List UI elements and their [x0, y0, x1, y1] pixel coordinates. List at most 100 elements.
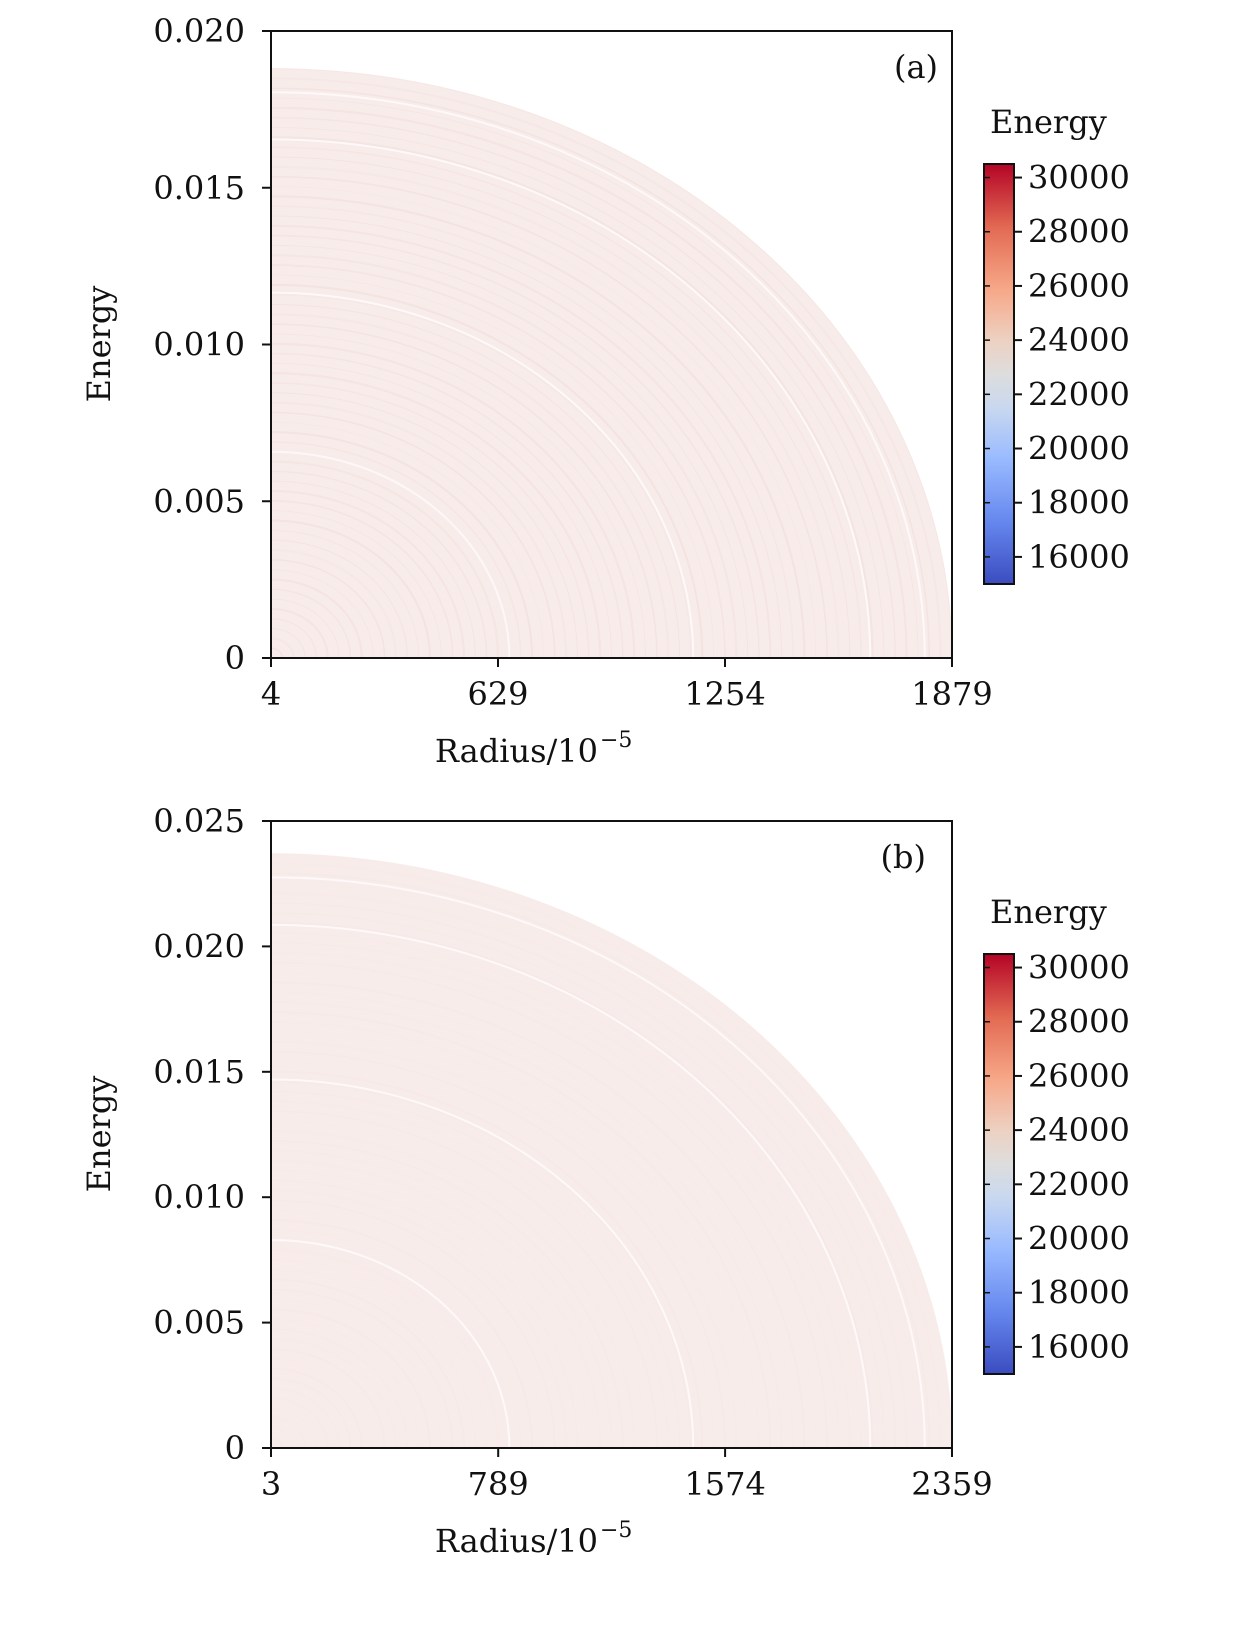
heatmap-ring — [270, 480, 476, 659]
heatmap-ring — [270, 942, 851, 1449]
heatmap-ring — [270, 1061, 715, 1449]
x-tick-label: 3 — [261, 1465, 281, 1503]
heatmap-ring — [270, 1348, 386, 1449]
heatmap-light-ring — [270, 923, 872, 1449]
heatmap-ring — [270, 628, 306, 659]
heatmap-ring — [270, 1050, 726, 1449]
heatmap-ring — [270, 1358, 374, 1449]
heatmap-ring — [270, 607, 329, 659]
y-tick-label: 0 — [225, 639, 245, 677]
heatmap-ring — [270, 529, 420, 659]
heatmap-ring — [270, 1298, 442, 1449]
heatmap-light-ring — [270, 291, 695, 659]
heatmap-light-ring — [270, 876, 926, 1449]
heatmap-ring — [270, 1189, 568, 1449]
heatmap-ring — [270, 185, 817, 659]
heatmap-ring — [270, 116, 897, 659]
heatmap-ring — [270, 548, 397, 659]
y-tick-label: 0.010 — [153, 326, 245, 364]
heatmap-ring — [270, 441, 522, 659]
x-tick-label: 629 — [467, 675, 528, 713]
colorbar-tick-label: 24000 — [1028, 1111, 1130, 1149]
colorbar-tick-label: 28000 — [1028, 213, 1130, 251]
heatmap-ring — [270, 588, 352, 659]
heatmap-ring — [270, 401, 568, 659]
panel-label-a: (a) — [894, 48, 938, 86]
heatmap-ring — [270, 224, 772, 659]
colorbar-tick-label: 22000 — [1028, 1165, 1130, 1203]
heatmap-ring — [270, 411, 556, 659]
heatmap-ring — [270, 1269, 476, 1449]
heatmap-ring — [270, 1129, 636, 1449]
heatmap-ring — [270, 342, 636, 659]
heatmap-ring — [270, 489, 466, 659]
x-axis-label-exponent-b: −5 — [600, 1518, 632, 1543]
heatmap-ring — [270, 647, 284, 659]
heatmap-ring — [270, 77, 942, 659]
heatmap-ring — [270, 637, 295, 659]
heatmap-ring — [270, 382, 590, 659]
heatmap-ring — [270, 392, 578, 659]
x-axis-label-exponent-a: −5 — [600, 728, 632, 753]
heatmap-ring — [270, 862, 942, 1449]
heatmap-ring — [270, 362, 612, 659]
heatmap-ring — [270, 1080, 692, 1449]
heatmap-ring — [270, 146, 862, 659]
colorbar-ticks-b: 16000 18000 20000 22000 24000 26000 28000 30000 — [984, 949, 1130, 1366]
heatmap-ring — [270, 106, 908, 659]
heatmap-ring — [270, 1229, 522, 1449]
x-tick-label: 1879 — [911, 675, 992, 713]
heatmap-ring — [270, 578, 363, 659]
heatmap-ring — [270, 1437, 284, 1449]
heatmap-fill-b — [271, 853, 952, 1448]
colorbar-tick-label: 20000 — [1028, 430, 1130, 468]
heatmap-ring — [270, 1169, 590, 1449]
heatmap-ring — [270, 1328, 408, 1449]
x-axis-b: 3 789 1574 2359 — [261, 1448, 993, 1503]
heatmap-ring — [270, 205, 794, 659]
colorbar-tick-label: 22000 — [1028, 375, 1130, 413]
x-tick-label: 2359 — [911, 1465, 992, 1503]
heatmap-ring — [270, 1180, 578, 1449]
heatmap-ring — [270, 971, 817, 1449]
heatmap-ring — [270, 421, 544, 659]
heatmap-ring — [270, 1120, 647, 1449]
heatmap-ring — [270, 87, 931, 659]
y-axis-b: 0 0.005 0.010 0.015 0.020 0.025 — [153, 802, 271, 1467]
heatmap-ring — [270, 1090, 681, 1449]
heatmap-ring — [270, 460, 500, 659]
heatmap-ring — [270, 1278, 466, 1449]
colorbar-tick-label: 28000 — [1028, 1003, 1130, 1041]
x-tick-label: 1254 — [684, 675, 765, 713]
heatmap-area-a — [270, 68, 953, 659]
heatmap-ring — [270, 1407, 318, 1449]
y-axis-a: 0 0.005 0.010 0.015 0.020 — [153, 12, 271, 677]
y-tick-label: 0.005 — [153, 482, 245, 520]
heatmap-ring — [270, 882, 919, 1449]
x-tick-label: 1574 — [684, 1465, 765, 1503]
heatmap-area-b — [270, 853, 953, 1449]
heatmap-ring — [270, 244, 749, 659]
panel-a: 0 0.005 0.010 0.015 0.020 4 629 1254 1879 Energ… — [80, 12, 1130, 770]
heatmap-light-ring — [270, 91, 926, 659]
heatmap-ring — [270, 1001, 783, 1449]
colorbar-tick-label: 30000 — [1028, 159, 1130, 197]
y-tick-label: 0.020 — [153, 12, 245, 50]
heatmap-ring — [270, 293, 692, 659]
heatmap-ring — [270, 932, 862, 1449]
heatmap-ring — [270, 333, 647, 659]
plot-frame-b — [270, 820, 953, 1449]
heatmap-ring — [270, 1021, 760, 1449]
heatmap-ring — [270, 1219, 534, 1449]
colorbar-title-a: Energy — [990, 103, 1107, 141]
heatmap-ring — [270, 1031, 749, 1449]
heatmap-ring — [270, 912, 885, 1449]
heatmap-ring — [270, 254, 738, 659]
heatmap-ring — [270, 569, 374, 659]
heatmap-ring — [270, 1397, 329, 1449]
heatmap-ring — [270, 234, 760, 659]
x-axis-a: 4 629 1254 1879 — [261, 658, 993, 713]
heatmap-ring — [270, 519, 431, 659]
